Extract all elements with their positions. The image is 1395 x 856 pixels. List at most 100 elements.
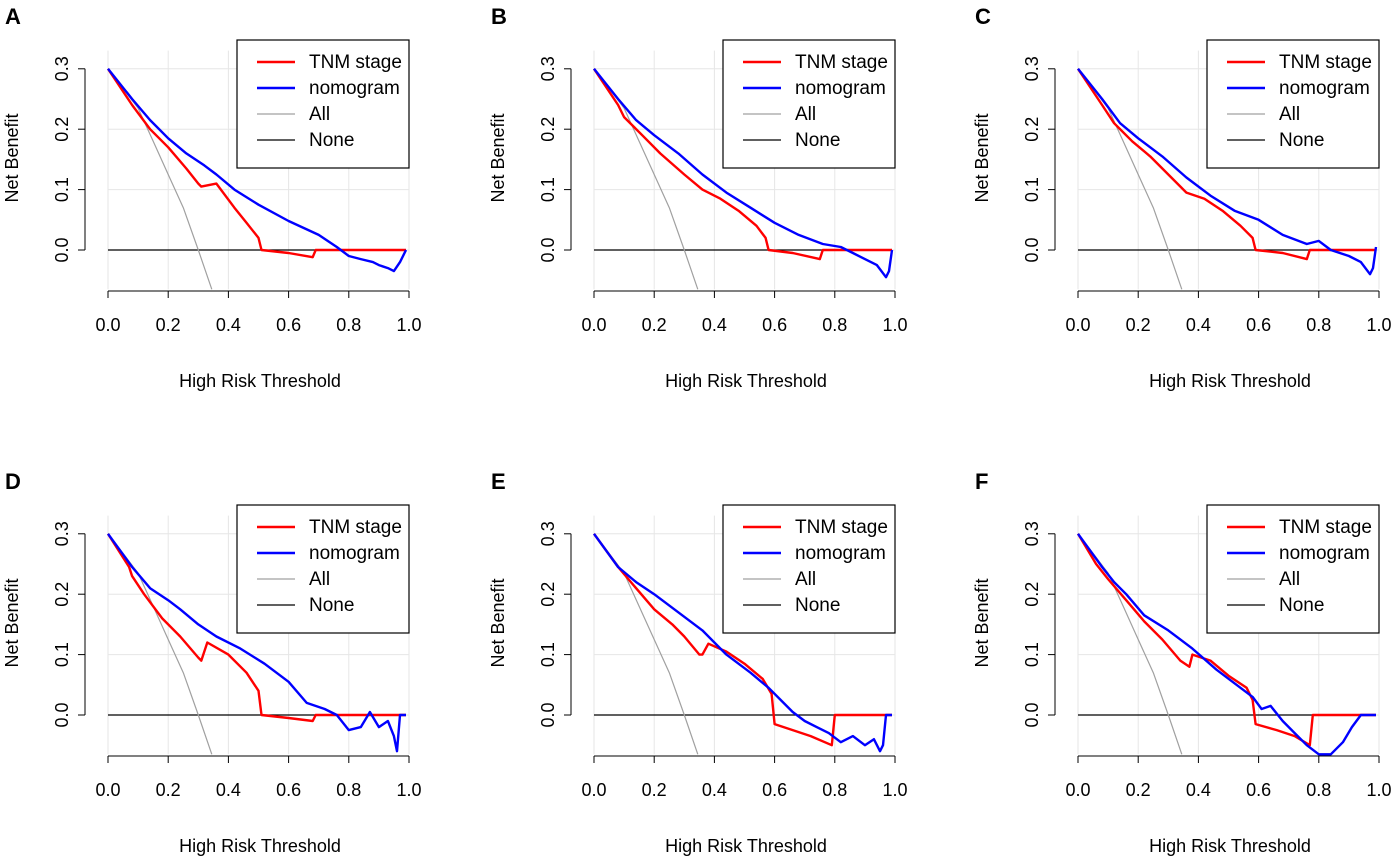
panel-letter: A [5, 4, 21, 29]
legend-label: All [1279, 569, 1300, 590]
x-axis-title: High Risk Threshold [1149, 371, 1311, 391]
series-line-nomogram [107, 533, 406, 753]
series-line-all [593, 68, 699, 290]
x-tick-label: 0.2 [1126, 780, 1151, 800]
x-tick-label: 1.0 [882, 315, 907, 335]
x-tick-label: 1.0 [396, 315, 421, 335]
x-tick-label: 0.0 [95, 780, 120, 800]
legend-label: All [309, 569, 330, 590]
legend-label: TNM stage [309, 52, 402, 73]
legend-label: nomogram [1279, 543, 1370, 564]
y-tick-label: 0.1 [52, 642, 72, 667]
x-tick-label: 0.4 [216, 780, 241, 800]
x-tick-label: 0.6 [1246, 315, 1271, 335]
y-tick-label: 0.1 [538, 642, 558, 667]
legend-label: TNM stage [1279, 52, 1372, 73]
legend-label: None [795, 130, 840, 151]
x-tick-label: 0.6 [1246, 780, 1271, 800]
series-line-all [107, 68, 213, 290]
series-line-nomogram [1077, 533, 1376, 756]
y-tick-label: 0.0 [538, 237, 558, 262]
legend-label: All [309, 104, 330, 125]
x-tick-label: 0.8 [822, 315, 847, 335]
series-line-all [1077, 68, 1183, 290]
x-axis-title: High Risk Threshold [1149, 836, 1311, 856]
x-tick-label: 0.0 [95, 315, 120, 335]
legend-label: TNM stage [309, 517, 402, 538]
legend-label: None [1279, 595, 1324, 616]
x-tick-label: 0.0 [1065, 315, 1090, 335]
x-axis-title: High Risk Threshold [665, 836, 827, 856]
x-tick-label: 0.4 [702, 780, 727, 800]
y-tick-label: 0.0 [52, 237, 72, 262]
y-tick-label: 0.2 [52, 117, 72, 142]
x-tick-label: 1.0 [882, 780, 907, 800]
y-tick-label: 0.3 [538, 521, 558, 546]
x-tick-label: 0.8 [336, 780, 361, 800]
x-tick-label: 0.2 [156, 315, 181, 335]
series-line-tnm-stage [1076, 533, 1376, 747]
x-tick-label: 0.4 [216, 315, 241, 335]
y-tick-label: 0.0 [1022, 237, 1042, 262]
legend-label: None [1279, 130, 1324, 151]
series-line-tnm-stage [593, 533, 892, 747]
x-tick-label: 0.8 [336, 315, 361, 335]
y-tick-label: 0.1 [1022, 177, 1042, 202]
y-tick-label: 0.2 [1022, 582, 1042, 607]
x-tick-label: 1.0 [1366, 315, 1391, 335]
y-tick-label: 0.1 [538, 177, 558, 202]
legend-label: TNM stage [1279, 517, 1372, 538]
series-line-tnm-stage [106, 533, 406, 723]
x-tick-label: 0.2 [642, 315, 667, 335]
x-tick-label: 0.0 [581, 315, 606, 335]
y-axis-title: Net Benefit [2, 578, 22, 667]
x-tick-label: 0.2 [642, 780, 667, 800]
legend-label: nomogram [309, 543, 400, 564]
legend-label: nomogram [1279, 78, 1370, 99]
y-axis-title: Net Benefit [488, 578, 508, 667]
panel-letter: F [975, 469, 988, 494]
x-tick-label: 0.8 [1306, 780, 1331, 800]
y-tick-label: 0.3 [1022, 521, 1042, 546]
series-line-nomogram [593, 533, 892, 753]
x-tick-label: 1.0 [396, 780, 421, 800]
series-line-tnm-stage [107, 68, 406, 259]
x-tick-label: 0.4 [1186, 315, 1211, 335]
x-axis-title: High Risk Threshold [665, 371, 827, 391]
legend-label: nomogram [795, 78, 886, 99]
y-tick-label: 0.2 [538, 117, 558, 142]
panel-letter: D [5, 469, 21, 494]
x-tick-label: 0.6 [276, 315, 301, 335]
chart-panel-f: F 0.0 0.2 0.4 0.6 0.8 1.0 High Risk Threshold 0.… [972, 469, 1392, 856]
legend-label: All [1279, 104, 1300, 125]
x-tick-label: 0.6 [762, 780, 787, 800]
y-axis-title: Net Benefit [488, 113, 508, 202]
legend-label: None [795, 595, 840, 616]
x-tick-label: 0.2 [156, 780, 181, 800]
x-tick-label: 0.0 [1065, 780, 1090, 800]
panel-letter: C [975, 4, 991, 29]
legend-label: TNM stage [795, 517, 888, 538]
series-line-tnm-stage [1077, 68, 1376, 261]
chart-panel-e: E 0.0 0.2 0.4 0.6 0.8 1.0 High Risk Threshold 0.… [488, 469, 908, 856]
y-axis-title: Net Benefit [972, 113, 992, 202]
x-tick-label: 0.4 [1186, 780, 1211, 800]
series-line-nomogram [593, 68, 894, 279]
x-tick-label: 0.8 [1306, 315, 1331, 335]
y-tick-label: 0.3 [52, 521, 72, 546]
legend-label: nomogram [795, 543, 886, 564]
y-tick-label: 0.0 [538, 702, 558, 727]
x-tick-label: 0.0 [581, 780, 606, 800]
y-tick-label: 0.3 [52, 56, 72, 81]
x-tick-label: 0.6 [762, 315, 787, 335]
y-axis-title: Net Benefit [972, 578, 992, 667]
legend-label: nomogram [309, 78, 400, 99]
x-tick-label: 0.2 [1126, 315, 1151, 335]
x-axis-title: High Risk Threshold [179, 371, 341, 391]
panel-letter: B [491, 4, 507, 29]
y-tick-label: 0.2 [538, 582, 558, 607]
legend-box [1206, 504, 1380, 634]
y-tick-label: 0.2 [52, 582, 72, 607]
chart-panel-b: B 0.0 0.2 0.4 0.6 0.8 1.0 High Risk Threshold 0.… [488, 4, 908, 391]
legend-label: TNM stage [795, 52, 888, 73]
